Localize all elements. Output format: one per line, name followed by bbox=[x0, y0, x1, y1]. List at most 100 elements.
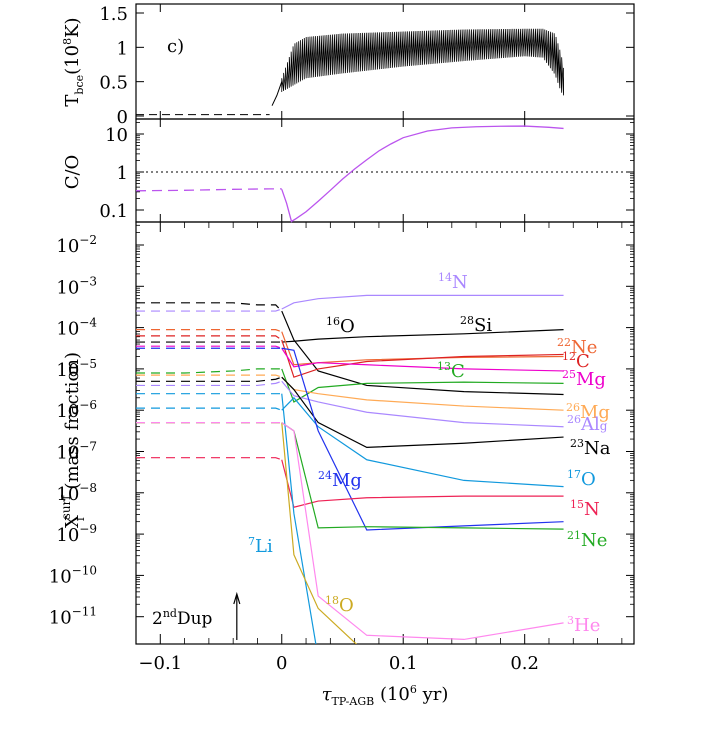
species-label-suffix: g bbox=[600, 419, 608, 433]
species-label-element: Al bbox=[580, 414, 600, 435]
species-label-element: He bbox=[574, 615, 600, 636]
top-ylabel: Tbce(108K) bbox=[61, 17, 86, 106]
bottom-xtick-label: −0.1 bbox=[138, 653, 182, 674]
species-label-element: N bbox=[584, 499, 600, 520]
ytick-base: 10 bbox=[56, 401, 79, 422]
bottom-panel: 10−210−310−410−510−610−710−810−910−1010−… bbox=[49, 222, 634, 674]
ytick-base: 10 bbox=[56, 443, 79, 464]
bottom-panel-frame bbox=[135, 221, 635, 645]
species-label-mass-number: 16 bbox=[326, 315, 340, 328]
series-3he-solid bbox=[281, 422, 564, 641]
species-label-mass-number: 3 bbox=[567, 614, 574, 627]
ytick-base: 10 bbox=[56, 236, 79, 257]
middle-ytick-label: 0.1 bbox=[99, 201, 128, 222]
series-13c-dashed bbox=[136, 368, 282, 374]
series-15n-dashed bbox=[136, 457, 282, 461]
top-series-tbce-pulses bbox=[281, 28, 564, 96]
top-series-line-1 bbox=[271, 81, 283, 106]
ytick-base: 10 bbox=[56, 484, 79, 505]
series-14n-solid bbox=[281, 294, 564, 310]
species-label-element: Ne bbox=[581, 530, 607, 551]
bottom-xtick-label: 0.1 bbox=[389, 653, 418, 674]
second-dredge-up-label: 2ndDup bbox=[152, 607, 213, 629]
panel-label-c: c) bbox=[167, 36, 184, 57]
series-25mg-dashed bbox=[136, 345, 282, 349]
species-label: 21Ne bbox=[567, 529, 607, 551]
species-label-mass-number: 12 bbox=[562, 350, 576, 363]
species-label-mass-number: 26 bbox=[566, 401, 580, 414]
bottom-ytick-label: 10−9 bbox=[56, 522, 97, 546]
bottom-series-group bbox=[136, 294, 564, 644]
top-ytick-label: 1 bbox=[117, 38, 128, 59]
bottom-ytick-label: 10−3 bbox=[56, 274, 97, 298]
bottom-ytick-label: 10−6 bbox=[56, 398, 97, 422]
bottom-ytick-label: 10−5 bbox=[56, 357, 97, 381]
bottom-ytick-label: 10−4 bbox=[56, 316, 97, 340]
ytick-exponent: −3 bbox=[79, 274, 97, 288]
species-label: 7Li bbox=[248, 535, 273, 557]
ytick-exponent: −11 bbox=[72, 605, 97, 619]
ytick-base: 10 bbox=[49, 608, 72, 629]
middle-ytick-label: 10 bbox=[105, 125, 128, 146]
species-label-element: O bbox=[339, 595, 354, 616]
species-label: 23Na bbox=[570, 437, 611, 459]
ytick-exponent: −5 bbox=[79, 357, 97, 371]
series-26mg-dashed bbox=[136, 374, 282, 378]
top-ytick-label: 1.5 bbox=[99, 4, 128, 25]
second-dredge-up-arrow-head bbox=[233, 591, 241, 605]
series-13c-solid bbox=[281, 368, 564, 403]
bottom-xtick-label: 0 bbox=[276, 653, 287, 674]
middle-series-co-1 bbox=[281, 125, 564, 223]
bottom-xtick-label: 0.2 bbox=[510, 653, 539, 674]
series-7li-solid bbox=[281, 393, 317, 644]
species-label-element: Ne bbox=[571, 337, 597, 358]
species-label: 26Alg bbox=[567, 413, 608, 435]
species-label: 26Mg bbox=[566, 401, 610, 423]
species-label-mass-number: 7 bbox=[248, 535, 255, 548]
ytick-exponent: −4 bbox=[79, 316, 97, 330]
series-22ne-dashed bbox=[136, 329, 282, 333]
series-12c-solid bbox=[281, 339, 564, 378]
series-17o-dashed bbox=[136, 407, 282, 411]
top-ytick-label: 0.5 bbox=[99, 73, 128, 94]
species-label-mass-number: 25 bbox=[562, 368, 576, 381]
species-label-element: Mg bbox=[332, 470, 362, 491]
species-label: 25Mg bbox=[562, 368, 606, 390]
bottom-ytick-label: 10−7 bbox=[56, 440, 97, 464]
species-label: 24Mg bbox=[318, 469, 362, 491]
series-16o-solid bbox=[281, 310, 564, 396]
species-label: 16O bbox=[326, 315, 355, 337]
species-label-element: C bbox=[451, 361, 465, 382]
bottom-ytick-label: 10−10 bbox=[49, 563, 97, 587]
middle-panel: 0.1 1 10 bbox=[99, 119, 634, 223]
species-label-element: Si bbox=[474, 315, 492, 336]
species-label-mass-number: 28 bbox=[460, 314, 474, 327]
species-label-mass-number: 15 bbox=[570, 498, 584, 511]
middle-series-co-0 bbox=[135, 188, 282, 192]
species-label-element: O bbox=[581, 469, 596, 490]
series-23na-solid bbox=[281, 376, 564, 448]
bottom-ytick-label: 10−8 bbox=[56, 481, 97, 505]
species-label: 12C bbox=[562, 350, 590, 372]
top-panel: 0 0.5 1 1.5 bbox=[99, 4, 634, 128]
series-26al-g-solid bbox=[281, 380, 564, 428]
species-label-mass-number: 17 bbox=[567, 468, 581, 481]
series-22ne-solid bbox=[281, 331, 564, 366]
series-23na-dashed bbox=[136, 376, 282, 382]
species-label-element: C bbox=[576, 351, 590, 372]
middle-ytick-label: 1 bbox=[117, 163, 128, 184]
species-label-mass-number: 26 bbox=[567, 413, 581, 426]
species-label: 13C bbox=[437, 360, 465, 382]
ytick-exponent: −6 bbox=[79, 398, 97, 412]
series-28si-solid bbox=[281, 329, 564, 343]
series-12c-dashed bbox=[136, 335, 283, 341]
species-label-mass-number: 22 bbox=[557, 336, 571, 349]
series-17o-solid bbox=[281, 396, 564, 488]
top-ytick-label: 0 bbox=[117, 107, 128, 128]
series-14n-dashed bbox=[136, 308, 282, 312]
ytick-exponent: −9 bbox=[79, 522, 97, 536]
species-label: 18O bbox=[325, 594, 354, 616]
bottom-ylabel: Xisurf (mass fraction) bbox=[59, 352, 87, 528]
species-label: 3He bbox=[567, 614, 600, 636]
ytick-exponent: −8 bbox=[79, 481, 97, 495]
